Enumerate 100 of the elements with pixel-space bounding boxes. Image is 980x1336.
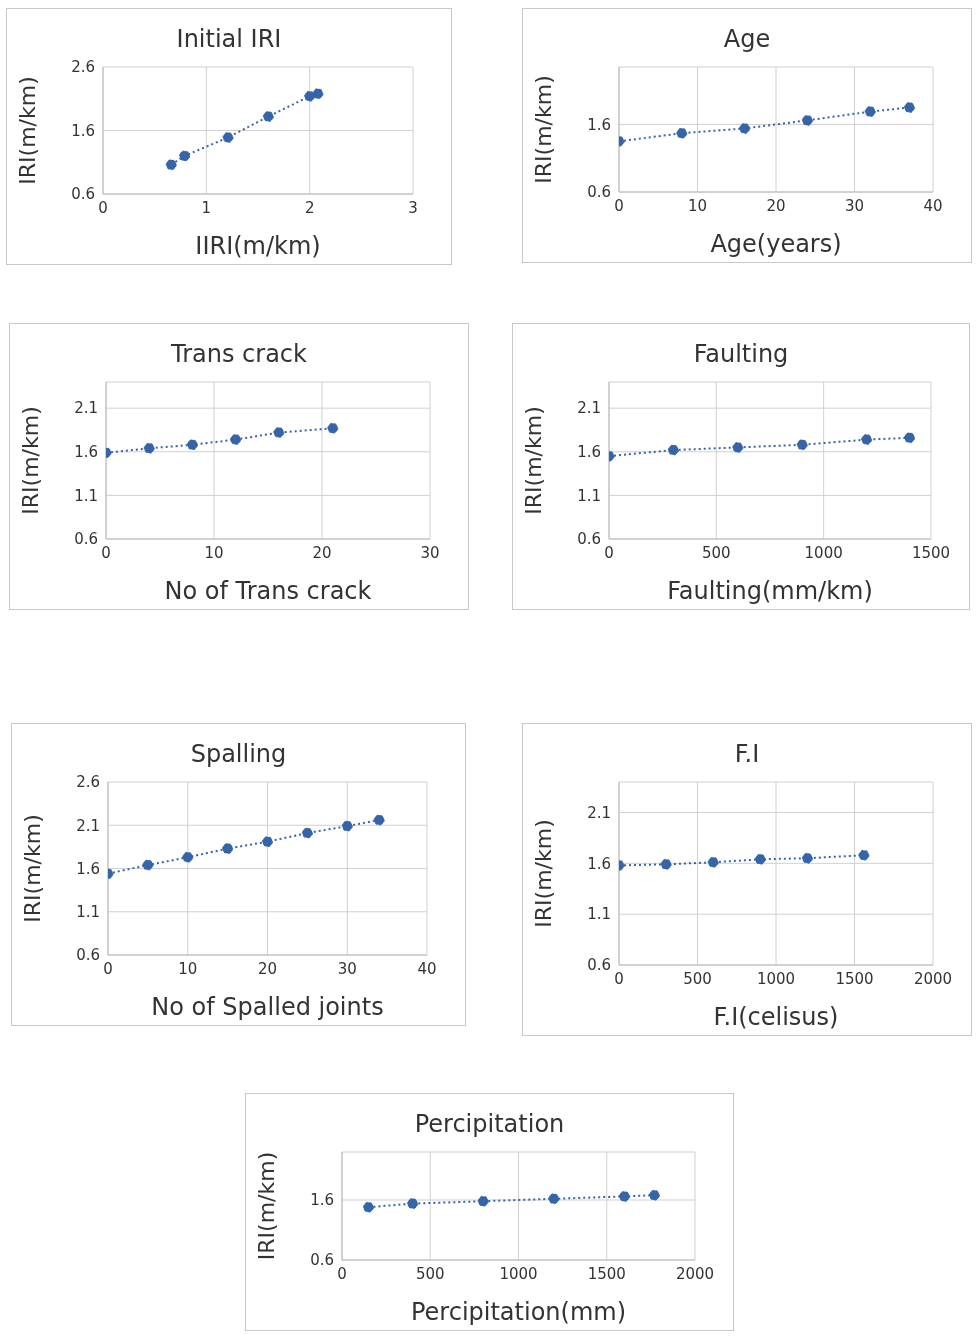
x-tick-label: 3: [408, 198, 418, 217]
y-tick-label: 2.1: [76, 816, 100, 835]
point: [230, 434, 242, 446]
y-tick-label: 1.1: [76, 903, 100, 922]
x-tick-label: 10: [687, 196, 708, 215]
point: [373, 814, 385, 826]
point: [732, 441, 744, 453]
x-tick-label: 0: [614, 969, 624, 988]
x-tick-label: 40: [417, 959, 437, 978]
x-axis-title: No of Spalled joints: [151, 993, 384, 1021]
point: [864, 106, 876, 118]
point: [904, 432, 916, 444]
chart-title: Spalling: [189, 740, 288, 770]
point: [858, 849, 870, 861]
x-tick-label: 2: [304, 198, 315, 217]
y-tick-label: 2.1: [587, 803, 611, 822]
x-tick-label: 2000: [913, 969, 953, 988]
point: [222, 131, 234, 143]
x-tick-label: 1500: [587, 1264, 626, 1283]
point: [327, 422, 339, 434]
x-tick-label: 0: [103, 959, 113, 978]
x-tick-label: 20: [257, 959, 278, 978]
point: [273, 427, 285, 439]
x-tick-label: 0: [101, 543, 111, 562]
point: [618, 1190, 630, 1202]
x-tick-label: 30: [844, 196, 865, 215]
x-tick-label: 2000: [675, 1264, 715, 1283]
x-tick-label: 500: [702, 543, 731, 562]
point: [165, 159, 177, 171]
point: [707, 856, 719, 868]
x-tick-label: 40: [923, 196, 943, 215]
y-tick-label: 2.1: [74, 399, 98, 418]
x-tick-label: 20: [312, 543, 332, 562]
point: [186, 439, 198, 451]
chart-title: Age: [722, 25, 772, 55]
x-tick-label: 500: [683, 969, 712, 988]
point: [301, 827, 313, 839]
y-tick-label: 1.6: [577, 443, 601, 462]
y-tick-label: 1.6: [310, 1191, 334, 1210]
point: [477, 1195, 489, 1207]
x-tick-label: 10: [178, 959, 198, 978]
chart-title: Initial IRI: [175, 25, 283, 55]
point: [312, 88, 324, 100]
x-tick-label: 0: [98, 198, 108, 217]
y-tick-label: 1.6: [587, 854, 611, 873]
point: [407, 1198, 419, 1210]
y-tick-label: 1.6: [71, 121, 95, 140]
point: [796, 439, 808, 451]
point: [179, 150, 191, 162]
y-tick-label: 0.6: [587, 183, 611, 202]
chart-title: Percipitation: [413, 1110, 566, 1140]
y-tick-label: 0.6: [577, 530, 601, 549]
x-axis-title: No of Trans crack: [164, 577, 372, 605]
chart-title: Trans crack: [170, 340, 308, 370]
x-axis-title: IIRI(m/km): [195, 232, 321, 260]
chart-title: Faulting: [692, 340, 790, 370]
point: [142, 859, 154, 871]
point: [143, 442, 155, 454]
y-axis-title: IRI(m/km): [530, 819, 556, 928]
x-tick-label: 20: [766, 196, 786, 215]
point: [648, 1189, 660, 1201]
y-tick-label: 0.6: [310, 1251, 334, 1270]
point: [667, 444, 679, 456]
point: [262, 111, 274, 123]
y-tick-label: 0.6: [71, 185, 95, 204]
point: [676, 127, 688, 139]
y-tick-label: 1.1: [587, 905, 611, 924]
x-axis-title: F.I(celisus): [713, 1003, 839, 1031]
point: [548, 1193, 560, 1205]
point: [801, 852, 813, 864]
y-axis-title: IRI(m/km): [17, 406, 43, 515]
x-tick-label: 0: [337, 1264, 347, 1283]
chart-title: F.I: [733, 740, 761, 770]
y-tick-label: 2.1: [577, 399, 601, 418]
x-tick-label: 30: [420, 543, 440, 562]
x-axis-title: Faulting(mm/km): [667, 577, 873, 605]
point: [222, 843, 234, 855]
x-tick-label: 10: [204, 543, 224, 562]
point: [801, 114, 813, 126]
point: [362, 1201, 374, 1213]
x-tick-label: 1: [201, 198, 212, 217]
point: [262, 836, 273, 848]
y-axis-title: IRI(m/km): [14, 76, 40, 185]
y-tick-label: 2.6: [71, 58, 95, 77]
x-tick-label: 1000: [499, 1264, 538, 1283]
y-tick-label: 1.6: [74, 443, 98, 462]
x-tick-label: 0: [614, 196, 624, 215]
y-axis-title: IRI(m/km): [19, 814, 45, 923]
y-tick-label: 2.6: [76, 773, 100, 792]
x-tick-label: 1500: [835, 969, 874, 988]
x-tick-label: 1500: [911, 543, 951, 562]
x-tick-label: 0: [604, 543, 614, 562]
y-axis-title: IRI(m/km): [253, 1151, 279, 1261]
y-tick-label: 1.1: [577, 486, 601, 505]
y-tick-label: 0.6: [587, 956, 611, 975]
x-tick-label: 30: [337, 959, 357, 978]
point: [903, 102, 915, 114]
point: [341, 820, 353, 832]
y-tick-label: 1.6: [76, 859, 100, 878]
x-axis-title: Percipitation(mm): [410, 1298, 627, 1326]
